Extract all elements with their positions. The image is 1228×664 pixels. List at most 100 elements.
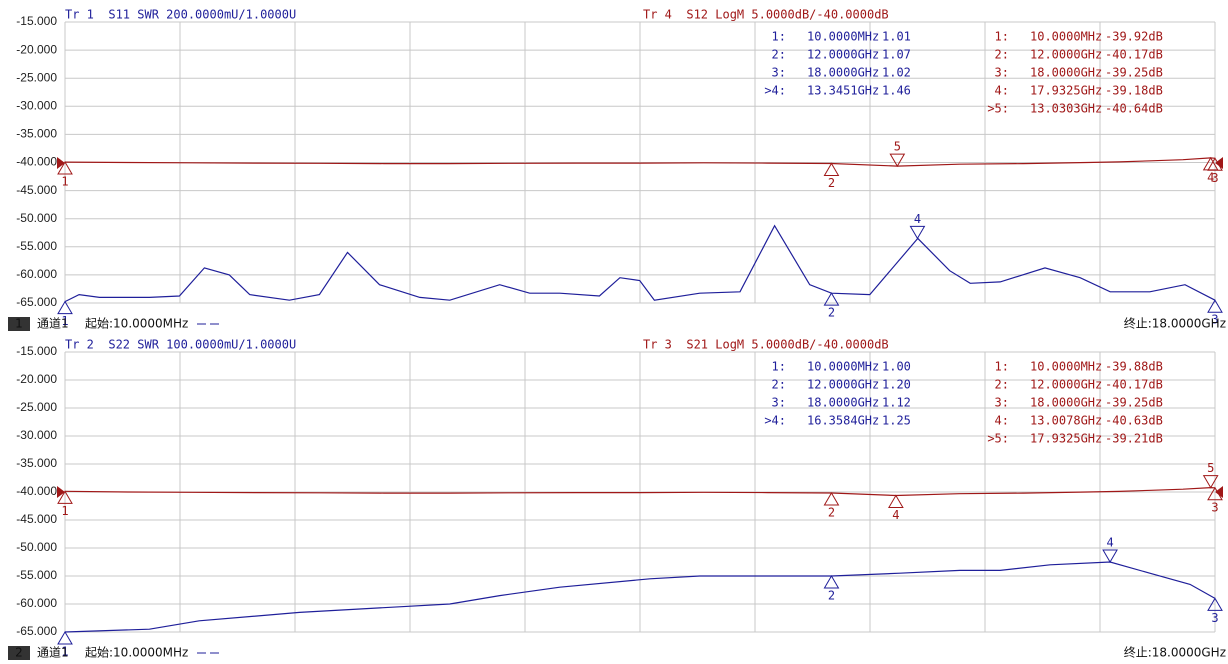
marker-label: 3	[1211, 500, 1218, 514]
marker-table-freq: 18.0000GHz	[807, 396, 879, 410]
marker-table-value: -40.64dB	[1105, 102, 1163, 116]
y-tick-label: -25.000	[16, 400, 57, 414]
marker-label: 4	[914, 212, 921, 226]
ref-indicator	[1215, 486, 1223, 498]
channel-box	[8, 317, 30, 331]
marker-label: 2	[828, 306, 835, 320]
ref-indicator	[57, 486, 65, 498]
channel-number: 2	[15, 646, 23, 660]
marker	[1202, 475, 1219, 489]
marker-table-freq: 17.9325GHz	[1030, 84, 1102, 98]
marker-label: 2	[828, 505, 835, 519]
marker-label: 5	[1207, 461, 1214, 475]
y-tick-label: -50.000	[16, 540, 57, 554]
y-tick-label: -55.000	[16, 239, 57, 253]
marker-table-freq: 10.0000MHz	[1030, 360, 1102, 374]
start-label: 起始:10.0000MHz	[85, 646, 188, 660]
marker-label: 5	[894, 140, 901, 154]
marker-table-id: 2:	[995, 48, 1009, 62]
marker-table-value: 1.46	[882, 84, 911, 98]
marker-table-freq: 13.3451GHz	[807, 84, 879, 98]
marker-table-id: 2:	[995, 378, 1009, 392]
stop-label: 终止:18.0000GHz	[1124, 316, 1226, 331]
y-tick-label: -65.000	[16, 295, 57, 309]
marker-table-value: -39.92dB	[1105, 30, 1163, 44]
y-tick-label: -60.000	[16, 596, 57, 610]
marker-label: 3	[1211, 171, 1218, 185]
marker-table-id: 1:	[995, 30, 1009, 44]
marker-table-id: 3:	[995, 66, 1009, 80]
y-tick-label: -30.000	[16, 428, 57, 442]
marker-label: 2	[828, 176, 835, 190]
marker-table-id: 2:	[772, 378, 786, 392]
marker	[57, 490, 73, 504]
marker-table-value: -39.25dB	[1105, 396, 1163, 410]
marker-table-id: 3:	[995, 396, 1009, 410]
marker-label: 2	[828, 589, 835, 603]
marker-label: 3	[1211, 611, 1218, 625]
trace-line	[64, 157, 1216, 167]
marker-label: 1	[61, 314, 68, 328]
marker-table-freq: 12.0000GHz	[1030, 378, 1102, 392]
marker	[823, 162, 840, 176]
channel-label: 通道1	[37, 646, 69, 660]
y-tick-label: -45.000	[16, 183, 57, 197]
ref-indicator	[57, 157, 65, 169]
marker-table-value: 1.07	[882, 48, 911, 62]
marker-label: 3	[1211, 313, 1218, 327]
y-tick-label: -50.000	[16, 211, 57, 225]
y-tick-label: -25.000	[16, 70, 57, 84]
marker	[889, 153, 906, 168]
marker-table-value: 1.02	[882, 66, 911, 80]
marker-table-freq: 13.0303GHz	[1030, 102, 1102, 116]
channel-number: 1	[15, 317, 23, 331]
marker	[823, 575, 840, 589]
marker-table-value: 1.12	[882, 396, 911, 410]
marker-table-value: -39.88dB	[1105, 360, 1163, 374]
ref-indicator	[1215, 157, 1223, 169]
marker-table-id: >4:	[764, 414, 786, 428]
marker-table-id: 1:	[772, 30, 786, 44]
marker-label: 1	[61, 504, 68, 518]
marker-table-value: 1.01	[882, 30, 911, 44]
marker-table-value: -39.18dB	[1105, 84, 1163, 98]
y-tick-label: -20.000	[16, 372, 57, 386]
y-tick-label: -40.000	[16, 155, 57, 169]
marker-table-value: 1.20	[882, 378, 911, 392]
marker	[823, 491, 840, 506]
marker-table-freq: 12.0000GHz	[1030, 48, 1102, 62]
marker-table-id: 3:	[772, 396, 786, 410]
marker	[1207, 597, 1223, 611]
marker-table-value: -39.25dB	[1105, 66, 1163, 80]
marker-table-freq: 12.0000GHz	[807, 48, 879, 62]
marker	[1207, 486, 1223, 501]
marker-table-id: >4:	[764, 84, 786, 98]
start-label: 起始:10.0000MHz	[85, 317, 188, 331]
marker	[57, 161, 73, 175]
trace-header: Tr 2 S22 SWR 100.0000mU/1.0000U	[65, 338, 296, 352]
marker	[57, 631, 73, 645]
y-tick-label: -40.000	[16, 484, 57, 498]
marker	[1102, 549, 1118, 563]
marker-table-freq: 16.3584GHz	[807, 414, 879, 428]
y-tick-label: -15.000	[16, 14, 57, 28]
marker-table-id: 4:	[995, 84, 1009, 98]
y-tick-label: -60.000	[16, 267, 57, 281]
marker-label: 1	[61, 175, 68, 189]
marker	[1202, 156, 1219, 171]
marker-table-freq: 13.0078GHz	[1030, 414, 1102, 428]
y-tick-label: -55.000	[16, 568, 57, 582]
marker	[57, 300, 73, 315]
marker-label: 4	[1106, 536, 1113, 550]
y-tick-label: -30.000	[16, 98, 57, 112]
y-tick-label: -65.000	[16, 624, 57, 638]
marker	[888, 494, 904, 509]
marker-table-id: 1:	[772, 360, 786, 374]
marker	[1207, 299, 1223, 313]
channel-label: 通道1	[37, 317, 69, 331]
marker-table-freq: 18.0000GHz	[807, 66, 879, 80]
marker-table-freq: 17.9325GHz	[1030, 432, 1102, 446]
y-tick-label: -20.000	[16, 42, 57, 56]
